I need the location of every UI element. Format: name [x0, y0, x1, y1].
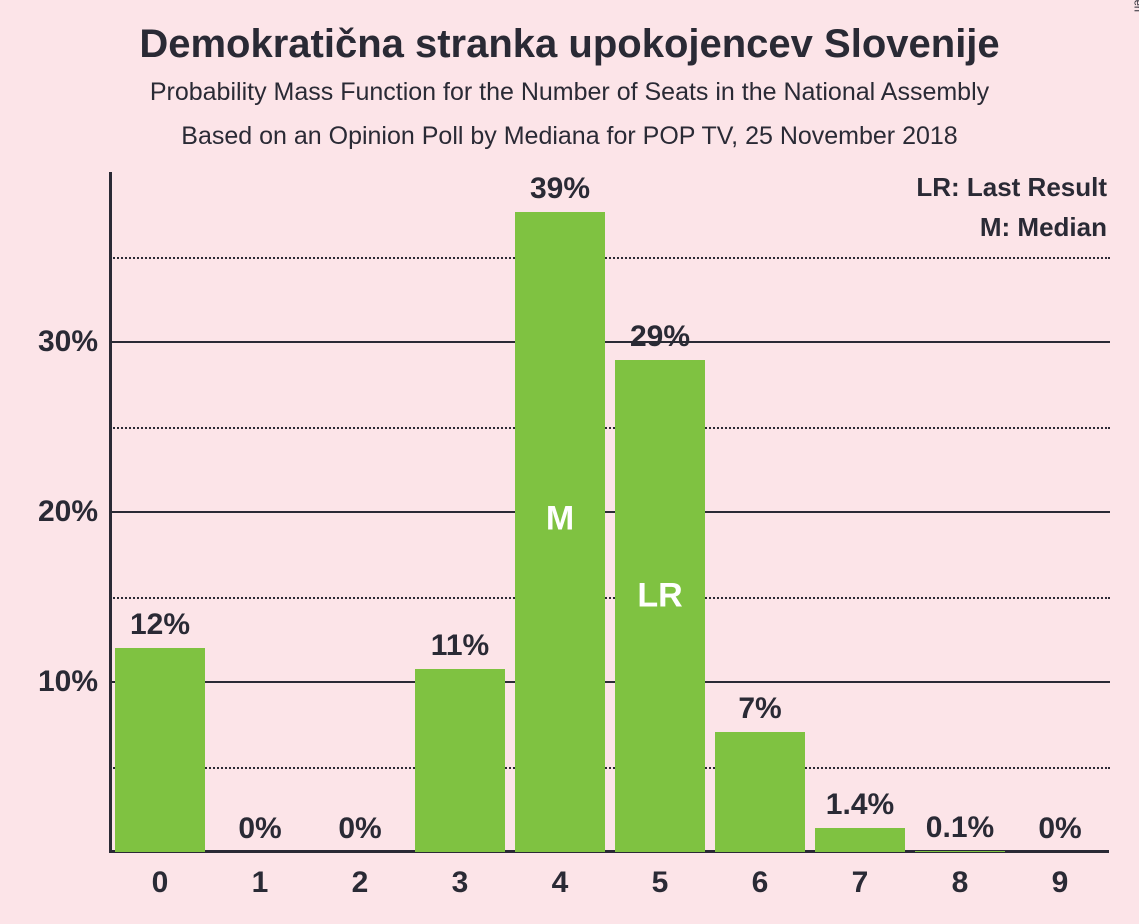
bar: [815, 828, 905, 852]
bar-value-label: 11%: [431, 629, 489, 663]
x-tick-label: 2: [352, 866, 369, 900]
plot-area: 10%20%30%012%10%20%311%439%529%67%71.4%8…: [110, 172, 1110, 852]
chart-container: Demokratična stranka upokojencev Sloveni…: [0, 0, 1139, 924]
gridline-major: [110, 681, 1110, 683]
bar: [415, 669, 505, 852]
bar-value-label: 0%: [238, 812, 281, 846]
bar-value-label: 29%: [630, 320, 690, 354]
bar-value-label: 0%: [338, 812, 381, 846]
gridline-minor: [110, 427, 1110, 429]
bar-value-label: 1.4%: [826, 788, 894, 822]
bar-value-label: 39%: [530, 172, 590, 206]
x-tick-label: 1: [252, 866, 269, 900]
gridline-minor: [110, 597, 1110, 599]
bar-value-label: 0%: [1038, 812, 1081, 846]
last-result-marker: LR: [637, 577, 682, 616]
x-tick-label: 9: [1052, 866, 1069, 900]
bar: [715, 732, 805, 852]
gridline-minor: [110, 257, 1110, 259]
x-tick-label: 8: [952, 866, 969, 900]
x-tick-label: 5: [652, 866, 669, 900]
x-tick-label: 3: [452, 866, 469, 900]
gridline-major: [110, 341, 1110, 343]
y-tick-label: 10%: [38, 665, 98, 699]
y-tick-label: 30%: [38, 325, 98, 359]
bar: [915, 851, 1005, 852]
chart-subtitle-2: Based on an Opinion Poll by Mediana for …: [0, 122, 1139, 151]
bar-value-label: 0.1%: [926, 811, 994, 845]
x-tick-label: 4: [552, 866, 569, 900]
median-marker: M: [546, 500, 574, 539]
chart-subtitle-1: Probability Mass Function for the Number…: [0, 78, 1139, 107]
x-tick-label: 6: [752, 866, 769, 900]
x-tick-label: 0: [152, 866, 169, 900]
gridline-major: [110, 511, 1110, 513]
gridline-minor: [110, 767, 1110, 769]
copyright-text: © 2018 Filip van Laenen: [1131, 0, 1139, 12]
bar: [115, 648, 205, 852]
chart-title: Demokratična stranka upokojencev Sloveni…: [0, 22, 1139, 67]
bar-value-label: 7%: [738, 692, 781, 726]
bar-value-label: 12%: [130, 608, 190, 642]
x-tick-label: 7: [852, 866, 869, 900]
y-tick-label: 20%: [38, 495, 98, 529]
